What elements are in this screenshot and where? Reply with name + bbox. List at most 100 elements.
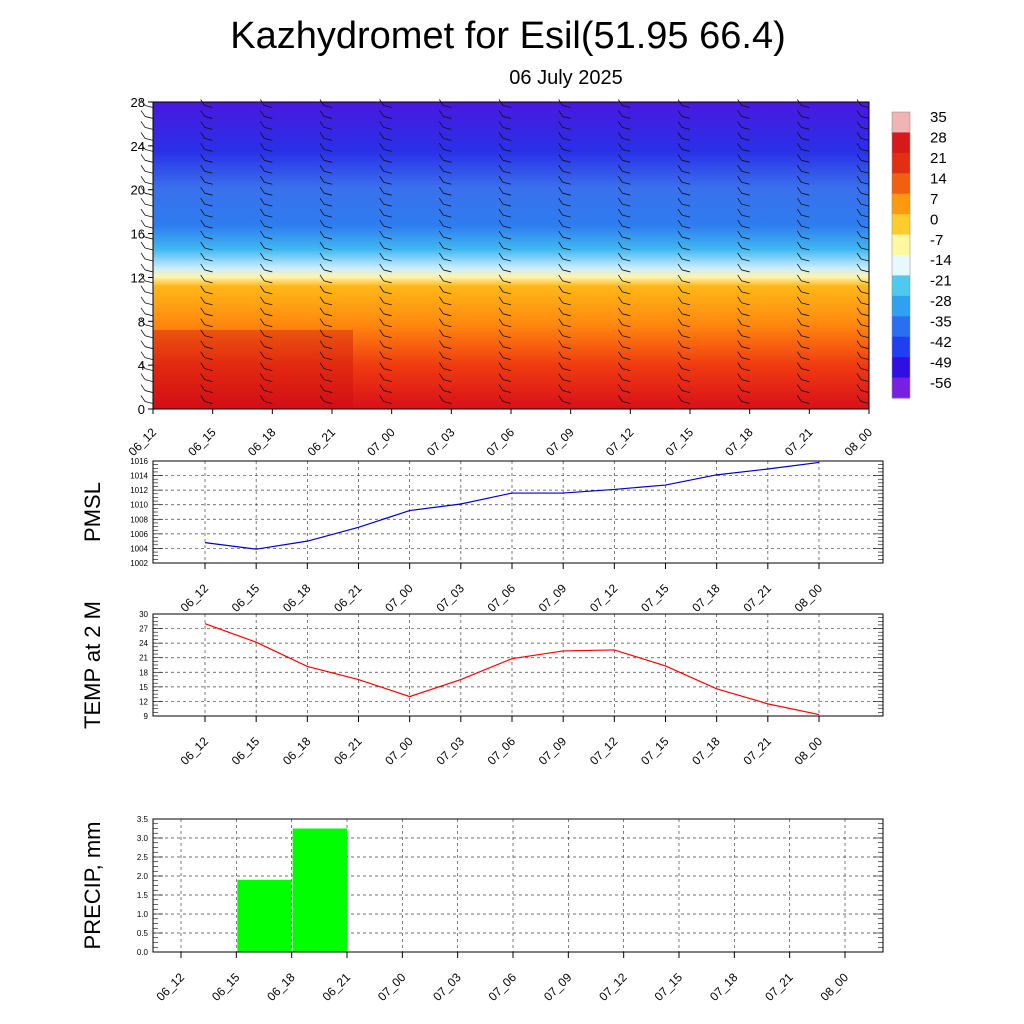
wind-barb xyxy=(319,186,333,196)
x-tick-label: 07_00 xyxy=(382,734,416,768)
wind-barb xyxy=(200,329,213,339)
wind-barb xyxy=(200,143,213,152)
colorbar-label: -42 xyxy=(930,334,952,351)
wind-barb xyxy=(797,384,810,393)
wind-barb xyxy=(856,362,870,372)
wind-barb xyxy=(856,143,870,152)
colorbar-swatch xyxy=(892,255,910,276)
wind-barb xyxy=(439,176,452,185)
wind-barb xyxy=(200,176,213,185)
wind-barb xyxy=(200,208,213,218)
x-tick-label: 07_00 xyxy=(375,970,409,1004)
colorbar-label: -7 xyxy=(930,232,943,249)
wind-barb xyxy=(319,329,333,339)
wind-barb xyxy=(618,230,631,240)
wind-barb xyxy=(737,99,750,108)
wind-barb xyxy=(677,132,691,141)
wind-barb xyxy=(677,362,691,372)
x-tick-label: 06_21 xyxy=(305,425,339,459)
wind-barb xyxy=(140,241,154,251)
wind-barb xyxy=(797,362,810,372)
x-tick-label: 06_21 xyxy=(320,970,354,1004)
wind-barb xyxy=(498,318,512,328)
wind-barb xyxy=(797,132,810,141)
wind-barb xyxy=(737,307,750,317)
wind-barb xyxy=(379,296,392,306)
wind-barb xyxy=(200,110,213,119)
wind-barb xyxy=(140,351,154,361)
wind-barb xyxy=(498,176,512,185)
wind-barb xyxy=(260,154,273,163)
wind-barb xyxy=(856,296,870,306)
wind-barb xyxy=(558,176,571,185)
x-tick-label: 07_06 xyxy=(484,425,518,459)
wind-barb xyxy=(319,274,333,284)
wind-barb xyxy=(260,395,273,404)
wind-barb xyxy=(260,165,273,174)
wind-barb xyxy=(498,230,512,240)
wind-barb xyxy=(677,329,691,339)
wind-barb xyxy=(140,362,154,372)
wind-barb xyxy=(797,219,810,229)
wind-barb xyxy=(737,154,750,163)
wind-barb xyxy=(498,165,512,174)
wind-barb xyxy=(200,132,213,141)
wind-barb xyxy=(618,307,631,317)
wind-barb xyxy=(856,263,870,273)
y-tick-label: 1008 xyxy=(130,515,148,524)
wind-barb xyxy=(677,121,691,130)
wind-barb xyxy=(498,219,512,229)
plot-frame xyxy=(152,460,884,564)
wind-barb xyxy=(498,373,512,382)
x-tick-label: 06_15 xyxy=(185,425,219,459)
wind-barb xyxy=(498,296,512,306)
wind-barb xyxy=(439,132,452,141)
wind-barb xyxy=(737,110,750,119)
y-tick-label: 0 xyxy=(138,402,145,417)
wind-barb xyxy=(200,99,213,108)
wind-barb xyxy=(379,219,392,229)
y-tick-label: 20 xyxy=(131,183,145,198)
wind-barb xyxy=(319,208,333,218)
wind-barb xyxy=(319,132,333,141)
wind-barb xyxy=(797,230,810,240)
wind-barb xyxy=(439,384,452,393)
y-tick-label: 1010 xyxy=(130,501,148,510)
wind-barb xyxy=(797,208,810,218)
wind-barb xyxy=(498,329,512,339)
colorbar-label: -28 xyxy=(930,293,952,310)
y-tick-label: 1012 xyxy=(130,486,148,495)
wind-barb xyxy=(260,110,273,119)
wind-barb xyxy=(618,176,631,185)
wind-barb xyxy=(200,395,213,404)
wind-barb xyxy=(379,110,392,119)
wind-barb xyxy=(140,197,154,207)
wind-barb xyxy=(379,252,392,262)
wind-barb xyxy=(797,143,810,152)
x-tick-label: 07_03 xyxy=(433,581,467,615)
x-tick-label: 07_15 xyxy=(638,581,672,615)
wind-barb xyxy=(140,99,154,108)
wind-barb xyxy=(856,99,870,108)
wind-barb xyxy=(856,285,870,295)
temp2m-panel: 9 12 15 18 21 24 27 30 06_12 06_15 06_18 06_21 07_00… xyxy=(80,601,884,768)
x-tick-label: 08_00 xyxy=(792,581,826,615)
wind-barb xyxy=(856,274,870,284)
colorbar-label: 14 xyxy=(930,170,947,187)
wind-barb xyxy=(498,263,512,273)
colorbar-swatch xyxy=(892,377,910,399)
wind-barb xyxy=(558,329,571,339)
wind-barb xyxy=(140,263,154,273)
y-axis-label: TEMP at 2 M xyxy=(80,601,105,729)
wind-barb xyxy=(498,99,512,108)
wind-barb xyxy=(618,285,631,295)
wind-barb xyxy=(737,351,750,361)
wind-barb xyxy=(856,154,870,163)
wind-barb xyxy=(200,307,213,317)
x-tick-label: 06_12 xyxy=(154,970,188,1004)
wind-barb xyxy=(797,99,810,108)
wind-barb xyxy=(498,285,512,295)
wind-barb xyxy=(140,219,154,229)
x-tick-label: 07_03 xyxy=(424,425,458,459)
x-tick-label: 08_00 xyxy=(792,734,826,768)
